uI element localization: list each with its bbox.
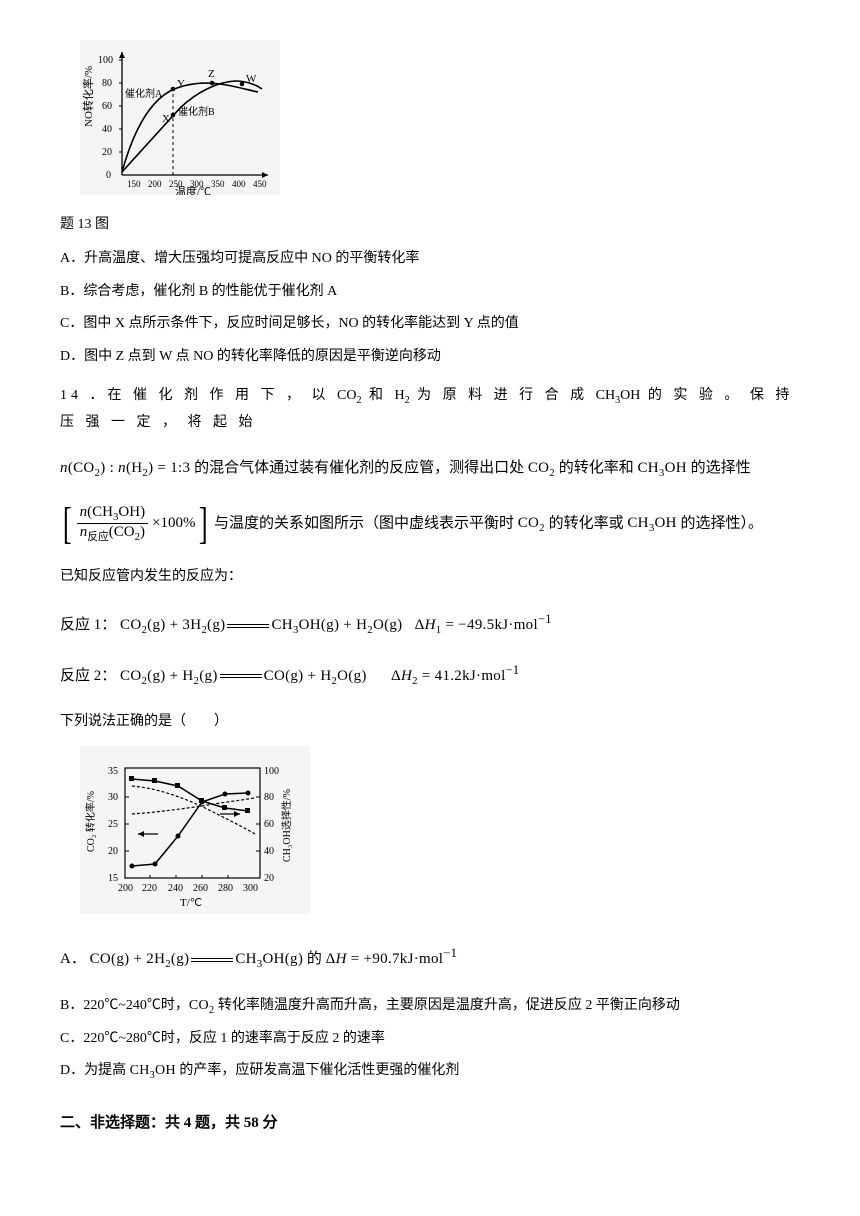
chart13-ylabel: NO转化率/% <box>81 66 95 127</box>
svg-text:350: 350 <box>211 179 225 189</box>
q13-option-d: D．图中 Z 点到 W 点 NO 的转化率降低的原因是平衡逆向移动 <box>60 344 800 371</box>
svg-text:260: 260 <box>193 883 208 894</box>
svg-text:20: 20 <box>102 147 112 158</box>
svg-text:100: 100 <box>264 766 279 777</box>
svg-text:450: 450 <box>253 179 267 189</box>
q14-p1b: 和 <box>362 388 395 403</box>
svg-text:15: 15 <box>108 873 118 884</box>
svg-text:80: 80 <box>264 792 274 803</box>
reaction-1: 反应 1： CO2(g) + 3H2(g)CH3OH(g) + H2O(g) Δ… <box>60 608 800 641</box>
q14-option-d: D．为提高 CH3OH 的产率，应研发高温下催化活性更强的催化剂 <box>60 1058 800 1085</box>
svg-text:220: 220 <box>142 883 157 894</box>
svg-text:35: 35 <box>108 766 118 777</box>
q13-option-b: B．综合考虑，催化剂 B 的性能优于催化剂 A <box>60 279 800 306</box>
svg-text:200: 200 <box>118 883 133 894</box>
q14a-pre: A． <box>60 951 86 967</box>
reaction-2: 反应 2： CO2(g) + H2(g)CO(g) + H2O(g) ΔH2 =… <box>60 659 800 692</box>
q14-p1a: 14 ．在 催 化 剂 作 用 下 ， 以 <box>60 388 337 403</box>
r1-label: 反应 1： <box>60 617 116 633</box>
q14-p2a: 的混合气体通过装有催化剂的反应管，测得出口处 <box>190 460 528 476</box>
chart-14: 15 20 25 30 35 20 40 60 80 100 200 220 240 260 28… <box>80 746 800 925</box>
chart-13-svg: 0 20 40 60 80 100 150200250 300350400450… <box>80 40 280 195</box>
svg-text:60: 60 <box>102 101 112 112</box>
svg-text:25: 25 <box>108 819 118 830</box>
svg-text:W: W <box>246 73 257 85</box>
svg-text:80: 80 <box>102 78 112 89</box>
chart14-ylabel-right: CH₃OH选择性/% <box>280 789 293 862</box>
svg-text:40: 40 <box>264 846 274 857</box>
q14-option-c: C．220℃~280℃时，反应 1 的速率高于反应 2 的速率 <box>60 1026 800 1053</box>
svg-text:240: 240 <box>168 883 183 894</box>
q14-prompt: 下列说法正确的是（ ） <box>60 709 800 736</box>
chart-14-svg: 15 20 25 30 35 20 40 60 80 100 200 220 240 260 28… <box>80 746 310 914</box>
q13-option-c: C．图中 X 点所示条件下，反应时间足够长，NO 的转化率能达到 Y 点的值 <box>60 311 800 338</box>
svg-text:100: 100 <box>98 55 113 66</box>
q14-p3b: 的转化率或 <box>545 515 628 531</box>
svg-text:280: 280 <box>218 883 233 894</box>
chart13-xlabel: 温度/℃ <box>175 184 211 195</box>
q14-p3a: 与温度的关系如图所示（图中虚线表示平衡时 <box>214 515 518 531</box>
chart14-xlabel: T/℃ <box>180 897 202 909</box>
q13-option-a: A．升高温度、增大压强均可提高反应中 NO 的平衡转化率 <box>60 246 800 273</box>
section-2-header: 二、非选择题：共 4 题，共 58 分 <box>60 1109 800 1138</box>
chart14-ylabel-left: CO₂ 转化率/% <box>84 791 97 852</box>
chart-13: 0 20 40 60 80 100 150200250 300350400450… <box>80 40 800 206</box>
svg-text:200: 200 <box>148 179 162 189</box>
svg-text:150: 150 <box>127 179 141 189</box>
q14-bracket-line: [ n(CH3OH) n反应(CO2) ×100% ] 与温度的关系如图所示（图… <box>60 502 800 546</box>
svg-text:0: 0 <box>106 170 111 181</box>
caption-13: 题 13 图 <box>60 212 800 239</box>
svg-text:400: 400 <box>232 179 246 189</box>
q14-p2b: 的转化率和 <box>555 460 638 476</box>
q14-p1c: 为 原 料 进 行 合 成 <box>410 388 596 403</box>
svg-text:40: 40 <box>102 124 112 135</box>
q14-option-b: B．220℃~240℃时，CO2 转化率随温度升高而升高，主要原因是温度升高，促… <box>60 993 800 1020</box>
svg-text:20: 20 <box>108 846 118 857</box>
q14-p2c: 的选择性 <box>687 460 751 476</box>
chart13-label-b: 催化剂B <box>178 105 215 118</box>
svg-text:300: 300 <box>243 883 258 894</box>
svg-text:30: 30 <box>108 792 118 803</box>
q14-intro-line1: 14 ．在 催 化 剂 作 用 下 ， 以 CO2 和 H2 为 原 料 进 行… <box>60 383 800 437</box>
svg-text:Y: Y <box>177 78 185 90</box>
svg-text:X: X <box>162 113 170 125</box>
q14-known: 已知反应管内发生的反应为： <box>60 564 800 591</box>
chart13-label-a: 催化剂A <box>125 87 163 100</box>
svg-text:20: 20 <box>264 873 274 884</box>
svg-text:60: 60 <box>264 819 274 830</box>
q14-p3c: 的选择性）。 <box>677 515 763 531</box>
q14-ratio-line: n(CO2) : n(H2) = 1:3 的混合气体通过装有催化剂的反应管，测得… <box>60 454 800 484</box>
r2-label: 反应 2： <box>60 668 116 684</box>
svg-text:Z: Z <box>208 68 215 80</box>
q14-option-a: A． CO(g) + 2H2(g)CH3OH(g) 的 ΔH = +90.7kJ… <box>60 942 800 975</box>
